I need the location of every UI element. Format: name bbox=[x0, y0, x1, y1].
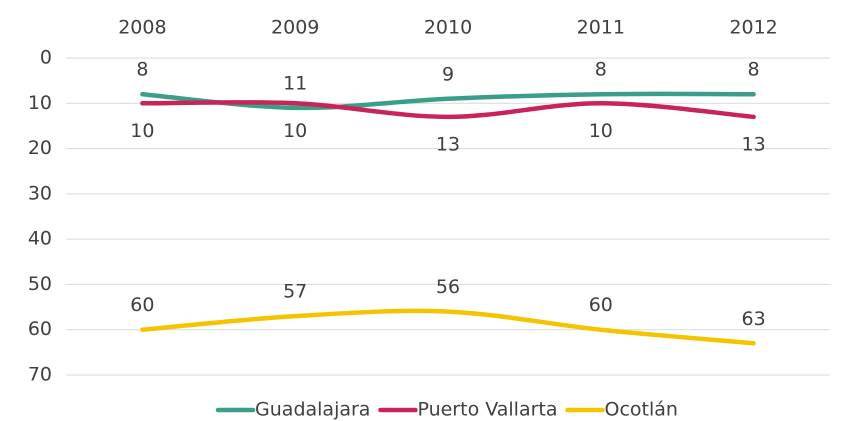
x-tick-label: 2011 bbox=[577, 17, 625, 39]
data-label: 9 bbox=[442, 63, 454, 85]
y-tick-label: 40 bbox=[28, 228, 52, 250]
x-tick-label: 2010 bbox=[424, 17, 472, 39]
data-label: 10 bbox=[130, 120, 154, 142]
legend-label: Guadalajara bbox=[255, 399, 370, 421]
data-label: 60 bbox=[589, 294, 613, 316]
y-tick-label: 20 bbox=[28, 137, 52, 159]
x-tick-label: 2008 bbox=[118, 17, 166, 39]
y-tick-label: 60 bbox=[28, 318, 52, 340]
data-label: 13 bbox=[436, 133, 460, 155]
line bbox=[140, 91, 756, 111]
data-label: 60 bbox=[130, 294, 154, 316]
line bbox=[140, 100, 756, 120]
y-tick-label: 50 bbox=[28, 273, 52, 295]
data-label: 8 bbox=[136, 59, 148, 81]
x-tick-label: 2012 bbox=[729, 17, 777, 39]
y-tick-label: 0 bbox=[40, 47, 52, 69]
data-label: 63 bbox=[742, 308, 766, 330]
data-label: 56 bbox=[436, 276, 460, 298]
legend-label: Puerto Vallarta bbox=[417, 399, 557, 421]
data-label: 8 bbox=[595, 59, 607, 81]
data-label: 57 bbox=[283, 281, 307, 303]
line bbox=[140, 308, 756, 346]
y-tick-label: 30 bbox=[28, 182, 52, 204]
data-label: 13 bbox=[742, 133, 766, 155]
x-tick-label: 2009 bbox=[271, 17, 319, 39]
y-tick-label: 70 bbox=[28, 364, 52, 386]
y-tick-label: 10 bbox=[28, 92, 52, 114]
data-label: 11 bbox=[283, 72, 307, 94]
data-label: 8 bbox=[748, 59, 760, 81]
data-label: 10 bbox=[283, 120, 307, 142]
legend-label: Ocotlán bbox=[605, 399, 678, 421]
data-label: 10 bbox=[589, 120, 613, 142]
